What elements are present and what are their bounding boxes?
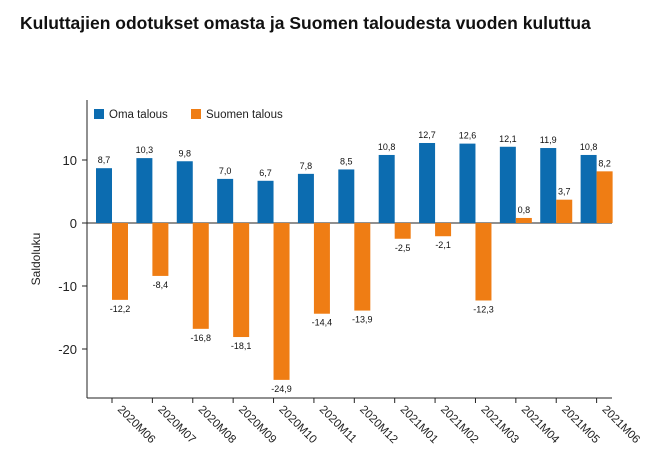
y-axis-label-group: Saldoluku <box>29 233 43 286</box>
y-ticks-group: -20 -10 0 10 <box>58 153 87 357</box>
legend: Oma talous Suomen talous <box>94 109 283 121</box>
chart-title: Kuluttajien odotukset omasta ja Suomen t… <box>20 13 591 33</box>
x-tick-label-2020M06: 2020M06 <box>115 404 157 446</box>
bar-suomen-talous-2020M08 <box>192 223 209 329</box>
bar-oma-talous-2020M07 <box>136 158 153 223</box>
legend-label-oma-talous: Oma talous <box>109 109 168 121</box>
bars-group <box>96 142 613 380</box>
bar-oma-talous-2020M10 <box>257 180 274 223</box>
data-label-oma-talous-2020M09: 7,0 <box>219 166 232 176</box>
data-label-suomen-talous-2020M06: -12,2 <box>110 304 131 314</box>
x-tick-label-2021M05: 2021M05 <box>559 404 601 446</box>
y-tick-label: -20 <box>58 342 77 357</box>
bar-oma-talous-2021M01 <box>378 154 395 223</box>
bar-oma-talous-2020M08 <box>176 161 193 223</box>
axes-group <box>86 100 612 399</box>
bar-suomen-talous-2020M09 <box>233 223 250 338</box>
data-label-oma-talous-2020M07: 10,3 <box>136 145 154 155</box>
x-tick-label-2020M10: 2020M10 <box>276 404 318 446</box>
bar-suomen-talous-2021M06 <box>596 171 613 223</box>
data-label-oma-talous-2020M06: 8,7 <box>98 155 111 165</box>
bar-suomen-talous-2020M12 <box>354 223 371 311</box>
bar-oma-talous-2020M06 <box>96 168 112 223</box>
bar-suomen-talous-2021M05 <box>556 199 573 223</box>
bar-suomen-talous-2020M06 <box>112 223 128 300</box>
x-tick-label-2020M09: 2020M09 <box>236 404 278 446</box>
y-axis-label: Saldoluku <box>29 233 43 286</box>
data-label-suomen-talous-2020M08: -16,8 <box>191 333 212 343</box>
bar-oma-talous-2021M02 <box>419 142 436 223</box>
data-label-oma-talous-2021M05: 11,9 <box>540 135 557 145</box>
data-label-oma-talous-2020M08: 9,8 <box>179 148 192 158</box>
data-label-suomen-talous-2020M11: -14,4 <box>312 318 333 328</box>
data-label-suomen-talous-2020M12: -13,9 <box>352 315 373 325</box>
data-label-suomen-talous-2020M09: -18,1 <box>231 341 252 351</box>
bar-suomen-talous-2021M04 <box>515 217 532 223</box>
bar-suomen-talous-2021M03 <box>475 223 492 301</box>
data-label-oma-talous-2021M02: 12,7 <box>418 130 436 140</box>
x-tick-label-2020M11: 2020M11 <box>317 404 359 446</box>
legend-swatch-oma-talous <box>94 109 104 119</box>
data-label-suomen-talous-2021M01: -2,5 <box>395 243 411 253</box>
data-label-oma-talous-2020M10: 6,7 <box>259 168 272 178</box>
data-label-suomen-talous-2020M10: -24,9 <box>271 384 292 394</box>
x-tick-label-2021M03: 2021M03 <box>478 404 520 446</box>
data-label-suomen-talous-2021M06: 8,2 <box>598 158 611 168</box>
data-label-suomen-talous-2021M03: -12,3 <box>473 304 494 314</box>
data-label-suomen-talous-2020M07: -8,4 <box>153 280 169 290</box>
y-tick-label: 10 <box>63 153 77 168</box>
bar-oma-talous-2020M11 <box>297 173 314 223</box>
y-tick-label: -10 <box>58 279 77 294</box>
bar-oma-talous-2021M04 <box>499 146 516 223</box>
data-label-oma-talous-2021M01: 10,8 <box>378 142 396 152</box>
bar-suomen-talous-2020M10 <box>273 223 290 380</box>
bar-suomen-talous-2021M01 <box>394 223 411 239</box>
data-label-oma-talous-2021M04: 12,1 <box>499 134 517 144</box>
data-label-oma-talous-2020M11: 7,8 <box>300 161 313 171</box>
x-tick-label-2021M06: 2021M06 <box>599 404 641 446</box>
data-label-suomen-talous-2021M02: -2,1 <box>435 240 451 250</box>
data-label-oma-talous-2021M06: 10,8 <box>580 142 598 152</box>
bar-oma-talous-2020M12 <box>338 169 355 223</box>
x-tick-label-2020M12: 2020M12 <box>357 404 399 446</box>
bar-oma-talous-2021M06 <box>580 154 597 223</box>
x-tick-label-2021M02: 2021M02 <box>438 404 480 446</box>
bar-suomen-talous-2020M11 <box>313 223 330 314</box>
legend-label-suomen-talous: Suomen talous <box>206 109 283 121</box>
data-label-suomen-talous-2021M05: 3,7 <box>558 187 571 197</box>
bar-oma-talous-2020M09 <box>217 178 234 223</box>
x-tick-label-2020M08: 2020M08 <box>196 404 238 446</box>
bar-suomen-talous-2020M07 <box>152 223 169 276</box>
y-tick-label: 0 <box>70 216 77 231</box>
bar-suomen-talous-2021M02 <box>435 223 452 237</box>
legend-swatch-suomen-talous <box>191 109 201 119</box>
data-label-suomen-talous-2021M04: 0,8 <box>518 205 531 215</box>
x-tick-label-2021M04: 2021M04 <box>519 404 562 447</box>
data-label-oma-talous-2021M03: 12,6 <box>459 131 477 141</box>
bar-oma-talous-2021M03 <box>459 143 476 223</box>
value-labels-group: 8,7 -12,2 10,3 -8,4 9,8 -16,8 7,0 -18,1 6,7 -24,9… <box>98 130 611 394</box>
x-ticks-group: 2020M062020M072020M082020M092020M102020M… <box>111 398 642 447</box>
x-tick-label-2020M07: 2020M07 <box>155 404 197 446</box>
x-tick-label-2021M01: 2021M01 <box>398 404 440 446</box>
data-label-oma-talous-2020M12: 8,5 <box>340 156 353 166</box>
bar-oma-talous-2021M05 <box>540 148 557 223</box>
